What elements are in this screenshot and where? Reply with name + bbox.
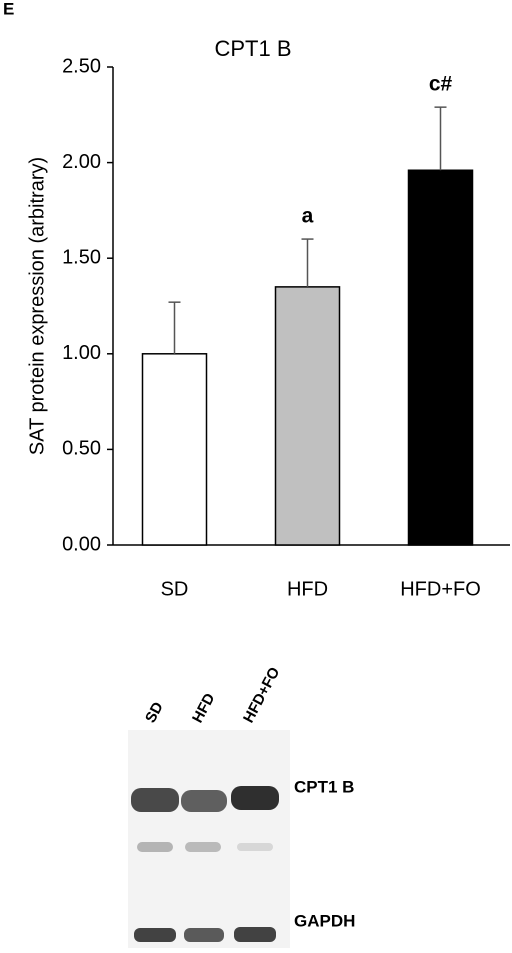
y-tick-label: 0.50 [62, 438, 101, 460]
blot-lane-label: HFD+FO [240, 664, 284, 726]
error-bar [301, 238, 314, 287]
y-tick-label: 2.50 [62, 55, 101, 77]
y-tick-label: 2.00 [62, 151, 101, 173]
x-tick-label: SD [161, 578, 189, 600]
x-tick-label: HFD+FO [400, 578, 481, 600]
y-tick-label: 0.00 [62, 533, 101, 555]
blot-lane-label: SD [142, 699, 167, 726]
x-tick-label: HFD [287, 578, 328, 600]
blot-lane-label: HFD [189, 690, 219, 725]
bar [274, 286, 341, 546]
y-tick-label: 1.50 [62, 246, 101, 268]
y-tick-label: 1.00 [62, 342, 101, 364]
blot-band-label: CPT1 B [294, 777, 354, 796]
bar [141, 353, 208, 546]
annotation: a [302, 205, 314, 228]
error-bar [434, 106, 447, 171]
blot-image [128, 730, 290, 948]
blot-band-label: GAPDH [294, 911, 355, 930]
y-axis-title: SAT protein expression (arbitrary) [26, 157, 48, 455]
chart-title: CPT1 B [214, 36, 291, 61]
bar [407, 169, 474, 546]
error-bar [168, 301, 181, 354]
panel-label: E [3, 0, 14, 18]
annotation: c# [429, 73, 453, 96]
